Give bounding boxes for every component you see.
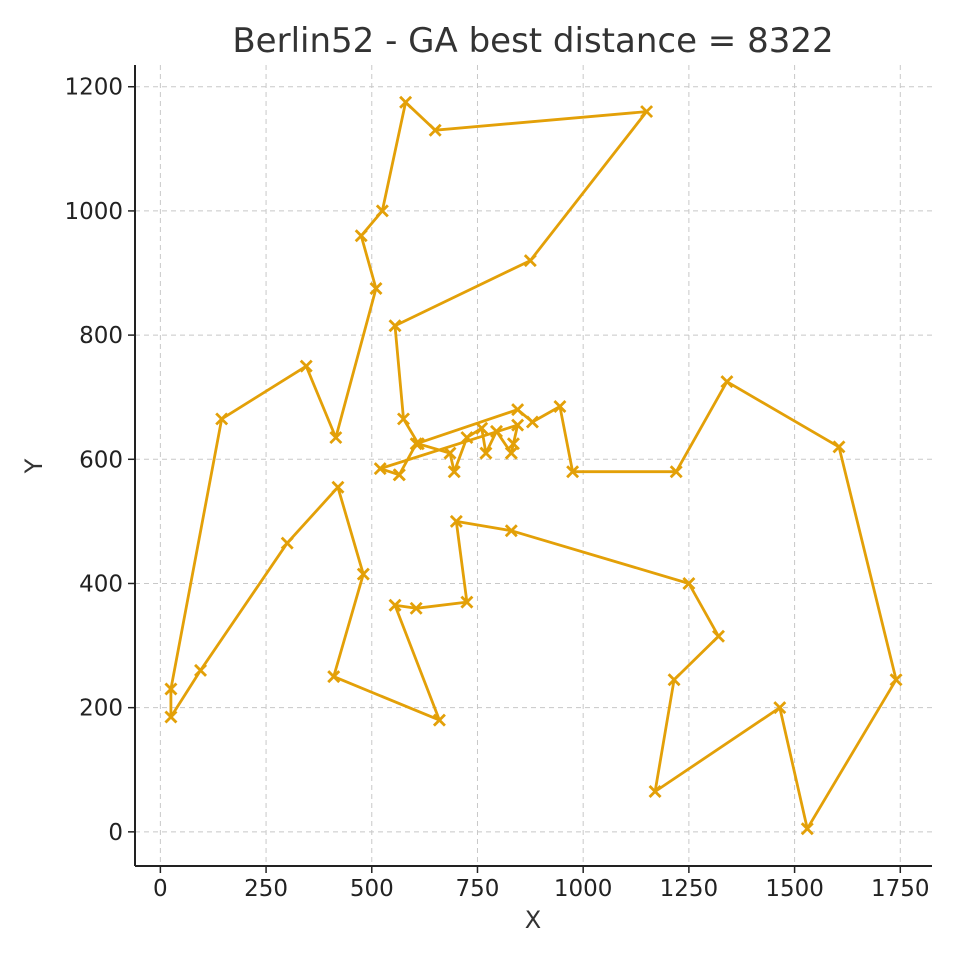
route-point-marker: [432, 713, 446, 727]
route-point-marker: [566, 465, 580, 479]
y-tick-label: 400: [79, 571, 123, 597]
route-point-marker: [356, 567, 370, 581]
route-point-marker: [460, 431, 474, 445]
route-point-marker: [373, 462, 387, 476]
y-tick-label: 800: [79, 323, 123, 349]
route-point-marker: [194, 663, 208, 677]
route-point-marker: [369, 282, 383, 296]
route-point-marker: [215, 412, 229, 426]
route-point-marker: [682, 576, 696, 590]
x-tick-label: 250: [244, 876, 288, 902]
route-point-marker: [504, 446, 518, 460]
route-point-marker: [329, 431, 343, 445]
route-point-marker: [720, 375, 734, 389]
route-point-marker: [506, 437, 520, 451]
route-point-marker: [525, 415, 539, 429]
route-point-marker: [392, 468, 406, 482]
route-point-marker: [299, 359, 313, 373]
route-point-marker: [504, 524, 518, 538]
route-point-marker: [479, 446, 493, 460]
x-tick-label: 1750: [871, 876, 930, 902]
route-point-marker: [800, 822, 814, 836]
route-point-marker: [773, 701, 787, 715]
y-tick-label: 600: [79, 447, 123, 473]
route-point-marker: [553, 400, 567, 414]
route-point-marker: [327, 670, 341, 684]
route-point-marker: [164, 682, 178, 696]
route-point-marker: [280, 536, 294, 550]
x-tick-label: 1500: [765, 876, 824, 902]
x-axis-label: X: [525, 906, 541, 934]
route-point-marker: [511, 418, 525, 432]
route-point-marker: [490, 424, 503, 438]
y-tick-label: 0: [108, 820, 123, 846]
route-point-marker: [388, 319, 402, 333]
route-point-marker: [409, 437, 423, 451]
x-tick-label: 1250: [660, 876, 719, 902]
route-point-marker: [667, 673, 681, 687]
route-point-marker: [889, 673, 903, 687]
route-point-marker: [411, 437, 425, 451]
route-point-marker: [669, 465, 683, 479]
route-point-marker: [648, 784, 662, 798]
x-tick-label: 0: [153, 876, 168, 902]
route-point-marker: [449, 514, 463, 528]
route-point-marker: [399, 95, 413, 109]
grid-lines: [135, 65, 932, 866]
route-point-marker: [443, 446, 457, 460]
route-point-marker: [428, 123, 442, 137]
y-tick-label: 1000: [64, 199, 123, 225]
route-point-marker: [523, 254, 537, 268]
route-point-marker: [388, 598, 402, 612]
route-point-marker: [396, 412, 410, 426]
axis-ticks: 0 250 500 750 1000 1250 1500 1750 0 200 400 600 800 1…: [64, 75, 929, 902]
route-point-marker: [711, 629, 725, 643]
route-point-marker: [447, 465, 461, 479]
y-axis-label: Y: [20, 458, 48, 474]
route-series: [164, 95, 903, 836]
x-tick-label: 1000: [554, 876, 613, 902]
route-point-marker: [375, 204, 389, 218]
route-point-marker: [331, 480, 345, 494]
chart-title: Berlin52 - GA best distance = 8322: [232, 21, 833, 61]
route-point-marker: [409, 601, 423, 615]
y-tick-label: 200: [79, 696, 123, 722]
route-point-marker: [511, 403, 525, 417]
route-point-marker: [832, 440, 846, 454]
route-point-marker: [354, 229, 368, 243]
route-point-marker: [164, 710, 178, 724]
x-tick-label: 500: [350, 876, 394, 902]
route-point-marker: [475, 421, 489, 435]
route-point-marker: [640, 105, 654, 119]
x-tick-label: 750: [456, 876, 500, 902]
y-tick-label: 1200: [64, 75, 123, 101]
route-point-marker: [460, 595, 474, 609]
